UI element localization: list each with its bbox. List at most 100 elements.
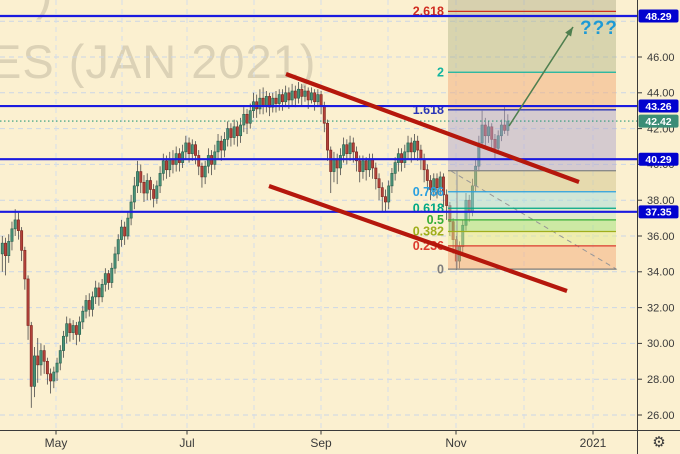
candle-up bbox=[33, 355, 36, 387]
candle-down bbox=[374, 167, 378, 180]
candle-down bbox=[355, 151, 358, 162]
fib-level-label: 0.5 bbox=[427, 213, 444, 227]
candle-down bbox=[87, 300, 91, 310]
price-badge-label: 40.29 bbox=[645, 154, 671, 166]
price-axis-panel[interactable] bbox=[637, 0, 680, 454]
candle-up bbox=[239, 124, 243, 137]
candle-down bbox=[409, 142, 413, 153]
candle-down bbox=[16, 219, 20, 231]
candle-down bbox=[384, 196, 387, 203]
candle-down bbox=[358, 160, 362, 172]
candle-up bbox=[116, 239, 120, 255]
trendline[interactable] bbox=[268, 184, 568, 293]
time-axis-panel[interactable] bbox=[0, 430, 680, 454]
candle-up bbox=[367, 158, 371, 171]
candle-down bbox=[197, 155, 201, 167]
price-tick-label: 34.00 bbox=[647, 267, 675, 279]
candle-down bbox=[139, 171, 143, 183]
candle-up bbox=[242, 113, 246, 126]
candle-up bbox=[361, 160, 365, 172]
candle-down bbox=[329, 149, 333, 172]
fib-zone bbox=[448, 191, 616, 209]
candle-down bbox=[200, 165, 204, 178]
candle-down bbox=[441, 176, 445, 196]
candle-up bbox=[103, 273, 107, 285]
price-tick-label: 26.00 bbox=[647, 410, 675, 422]
fib-level-label: 0 bbox=[437, 262, 444, 276]
price-badge bbox=[638, 205, 679, 219]
candle-down bbox=[42, 350, 46, 362]
candle-down bbox=[97, 287, 101, 298]
price-tick-label: 32.00 bbox=[647, 302, 675, 314]
price-badge bbox=[638, 9, 679, 23]
trendline[interactable] bbox=[285, 72, 580, 184]
candle-down bbox=[68, 323, 72, 333]
candle-up bbox=[184, 142, 188, 153]
candle-down bbox=[335, 158, 339, 169]
candle-up bbox=[284, 92, 288, 103]
candle-up bbox=[58, 350, 62, 364]
candle-up bbox=[78, 321, 82, 335]
projection-arrow bbox=[508, 26, 574, 127]
candle-up bbox=[13, 219, 17, 230]
candle-down bbox=[148, 180, 152, 190]
fib-level-label: 0.236 bbox=[413, 239, 444, 253]
projection-arrowhead bbox=[565, 27, 573, 37]
candle-down bbox=[445, 194, 449, 206]
fib-level-label: 0.786 bbox=[413, 185, 444, 199]
candle-up bbox=[190, 144, 194, 154]
candle-up bbox=[223, 139, 226, 151]
candle-up bbox=[52, 371, 56, 382]
candle-down bbox=[416, 140, 420, 151]
candle-down bbox=[306, 90, 310, 101]
candle-up bbox=[303, 90, 307, 97]
candle-up bbox=[39, 350, 43, 366]
candle-down bbox=[49, 373, 53, 382]
candle-up bbox=[129, 201, 133, 219]
candle-down bbox=[364, 160, 368, 171]
time-tick-label: Sep bbox=[310, 436, 332, 450]
candle-down bbox=[36, 355, 40, 366]
candle-up bbox=[387, 185, 391, 203]
candle-down bbox=[194, 144, 197, 156]
candle-down bbox=[219, 140, 223, 151]
candle-down bbox=[74, 325, 78, 335]
candle-up bbox=[390, 173, 394, 187]
candle-down bbox=[425, 169, 429, 181]
candle-down bbox=[20, 230, 24, 251]
candle-down bbox=[287, 92, 291, 101]
candle-up bbox=[100, 284, 104, 298]
candle-up bbox=[297, 88, 300, 99]
candle-up bbox=[71, 325, 75, 333]
time-tick-label: 2021 bbox=[580, 436, 607, 450]
candle-up bbox=[406, 142, 410, 153]
candle-up bbox=[132, 185, 136, 203]
fib-zone bbox=[448, 0, 616, 12]
candle-up bbox=[316, 94, 320, 103]
arrow-layer bbox=[508, 26, 574, 127]
candle-up bbox=[110, 267, 114, 283]
fib-zone bbox=[448, 208, 616, 220]
candle-up bbox=[155, 185, 159, 199]
candle-up bbox=[7, 241, 11, 256]
fib-zone bbox=[448, 109, 616, 171]
gear-icon[interactable]: ⚙ bbox=[646, 432, 672, 452]
candle-down bbox=[319, 94, 323, 106]
candle-down bbox=[377, 178, 381, 188]
candle-up bbox=[10, 228, 14, 242]
candle-down bbox=[419, 149, 423, 160]
candle-up bbox=[216, 140, 220, 153]
candle-up bbox=[113, 253, 117, 269]
price-tick-label: 30.00 bbox=[647, 338, 675, 350]
price-badge bbox=[638, 99, 679, 113]
candle-up bbox=[119, 226, 123, 240]
candle-up bbox=[393, 162, 397, 174]
time-tick-label: May bbox=[45, 436, 68, 450]
fib-zone bbox=[448, 219, 616, 232]
candle-up bbox=[277, 94, 281, 104]
candle-down bbox=[351, 142, 355, 153]
price-tick-label: 46.00 bbox=[647, 52, 675, 64]
candle-up bbox=[309, 92, 313, 101]
